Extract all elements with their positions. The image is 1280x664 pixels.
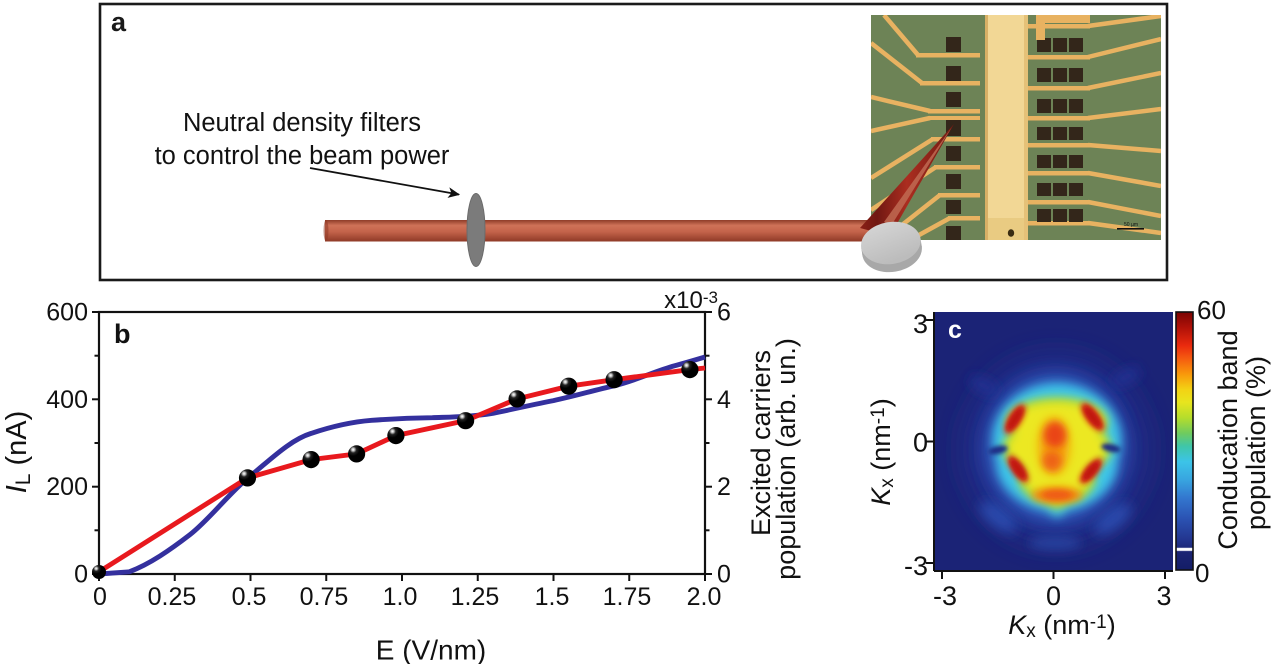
svg-text:600: 600 [46,299,88,327]
svg-text:2: 2 [717,473,731,501]
svg-text:0.25: 0.25 [148,583,197,611]
svg-text:E (V/nm): E (V/nm) [376,635,486,664]
svg-text:Kx (nm-1): Kx (nm-1) [1008,610,1115,642]
svg-text:-3: -3 [904,551,928,581]
svg-text:b: b [114,319,131,349]
svg-text:a: a [111,7,127,37]
svg-text:400: 400 [46,386,88,414]
svg-text:0: 0 [913,428,928,458]
svg-text:1.0: 1.0 [383,583,418,611]
svg-text:to control the beam power: to control the beam power [155,142,450,170]
svg-text:-3: -3 [933,581,957,611]
svg-text:IL (nA): IL (nA) [1,411,35,494]
svg-text:60: 60 [1197,295,1226,325]
svg-text:0: 0 [1046,581,1061,611]
svg-text:0: 0 [1195,558,1209,588]
svg-text:3: 3 [1156,581,1171,611]
svg-text:Excited carriers: Excited carriers [746,350,776,536]
svg-text:0.5: 0.5 [232,583,267,611]
svg-text:3: 3 [913,309,928,339]
svg-text:1.75: 1.75 [603,583,652,611]
svg-text:x10-3: x10-3 [664,287,718,314]
svg-text:0: 0 [717,561,731,589]
svg-text:Kx (nm-1): Kx (nm-1) [866,398,898,505]
svg-text:1.25: 1.25 [451,583,500,611]
svg-text:Neutral density filters: Neutral density filters [183,109,421,137]
svg-text:0: 0 [74,561,88,589]
svg-text:population (%): population (%) [1241,356,1271,530]
svg-text:c: c [948,316,962,344]
svg-text:50 µm: 50 µm [1124,222,1138,228]
svg-text:population (arb. un.): population (arb. un.) [771,338,801,580]
svg-text:200: 200 [46,473,88,501]
svg-text:Conducation band: Conducation band [1213,330,1243,549]
svg-text:1.5: 1.5 [535,583,570,611]
svg-text:2.0: 2.0 [687,583,722,611]
svg-text:4: 4 [717,386,731,414]
svg-text:0: 0 [93,583,107,611]
svg-text:6: 6 [717,299,731,327]
svg-text:0.75: 0.75 [300,583,349,611]
